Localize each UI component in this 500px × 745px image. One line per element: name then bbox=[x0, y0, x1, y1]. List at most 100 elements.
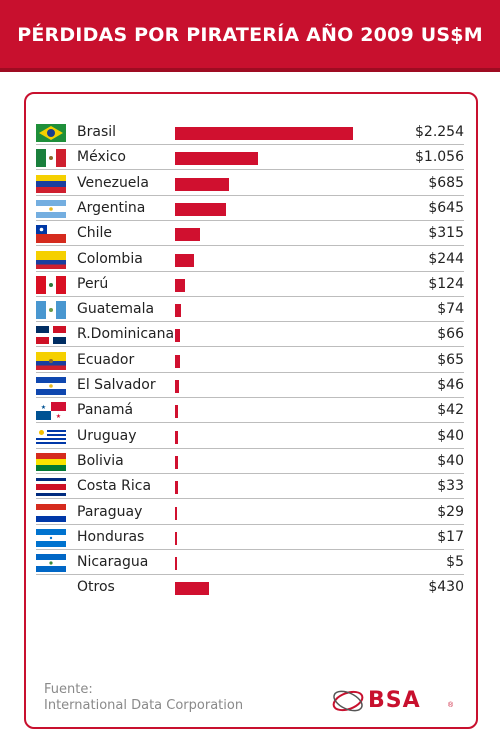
bar bbox=[175, 228, 200, 242]
value-label: $46 bbox=[437, 377, 464, 393]
bar bbox=[175, 253, 195, 267]
row-divider bbox=[36, 371, 464, 373]
bar bbox=[175, 557, 177, 571]
table-row: Paraguay $29 bbox=[36, 500, 464, 525]
value-label: $42 bbox=[437, 402, 464, 419]
country-label: R.Dominicana bbox=[77, 326, 175, 343]
table-row: Argentina $645 bbox=[36, 196, 464, 221]
nicaragua-flag bbox=[36, 554, 66, 573]
bolivia-flag bbox=[36, 452, 66, 471]
bsa-logo-text: BSA bbox=[368, 688, 421, 713]
panama-flag: ★ ★ bbox=[36, 402, 66, 421]
country-label: Costa Rica bbox=[77, 478, 152, 495]
table-row: Uruguay $40 bbox=[36, 424, 464, 449]
guatemala-flag bbox=[36, 301, 66, 320]
costa-rica-flag bbox=[36, 478, 66, 497]
venezuela-flag bbox=[36, 174, 66, 193]
bar bbox=[175, 152, 259, 166]
bar bbox=[175, 304, 181, 318]
bar bbox=[175, 278, 185, 292]
honduras-flag bbox=[36, 528, 66, 547]
value-label: $66 bbox=[437, 326, 464, 343]
row-divider bbox=[36, 523, 464, 525]
uruguay-flag bbox=[36, 427, 66, 446]
row-divider bbox=[36, 194, 464, 196]
value-label: $244 bbox=[428, 250, 464, 267]
table-row: Chile $315 bbox=[36, 221, 464, 247]
country-label: Paraguay bbox=[77, 503, 143, 520]
table-row: Ecuador $65 bbox=[36, 348, 464, 373]
bar bbox=[175, 582, 209, 596]
chart-card bbox=[24, 92, 478, 729]
row-divider bbox=[36, 472, 464, 474]
table-row: ★ ★ Panamá $42 bbox=[36, 398, 464, 424]
table-row: R.Dominicana $66 bbox=[36, 322, 464, 348]
row-divider bbox=[36, 447, 464, 449]
country-label: Brasil bbox=[77, 124, 117, 140]
mexico-flag bbox=[36, 149, 66, 168]
bar bbox=[175, 405, 179, 419]
country-label: México bbox=[77, 149, 126, 166]
bar bbox=[175, 354, 181, 368]
country-label: Colombia bbox=[77, 250, 143, 267]
bsa-logo: BSA ® bbox=[330, 684, 460, 718]
country-label: Nicaragua bbox=[77, 554, 149, 571]
value-label: $315 bbox=[428, 225, 464, 242]
ecuador-flag bbox=[36, 351, 66, 370]
value-label: $685 bbox=[428, 174, 464, 191]
table-row: Nicaragua $5 bbox=[36, 550, 464, 576]
country-label: Perú bbox=[77, 275, 109, 292]
value-label: $430 bbox=[428, 579, 464, 596]
chile-flag bbox=[36, 225, 66, 244]
country-label: Ecuador bbox=[77, 351, 135, 368]
table-row: El Salvador $46 bbox=[36, 373, 464, 398]
table-row: Guatemala $74 bbox=[36, 297, 464, 323]
paraguay-flag bbox=[36, 503, 66, 522]
table-row: Perú $124 bbox=[36, 272, 464, 297]
value-label: $65 bbox=[437, 351, 464, 368]
value-label: $40 bbox=[437, 427, 464, 444]
country-label: Argentina bbox=[77, 199, 146, 216]
row-divider bbox=[36, 498, 464, 500]
row-divider bbox=[36, 169, 464, 171]
brazil-flag bbox=[36, 124, 66, 142]
table-row: Honduras $17 bbox=[36, 525, 464, 550]
source-note: Fuente: International Data Corporation bbox=[44, 682, 243, 714]
peru-flag bbox=[36, 275, 66, 294]
row-divider bbox=[36, 219, 464, 221]
bar bbox=[175, 481, 178, 495]
country-label: Uruguay bbox=[77, 427, 137, 444]
table-row: Brasil $2.254 bbox=[36, 120, 464, 145]
value-label: $40 bbox=[437, 452, 464, 469]
value-label: $1.056 bbox=[415, 149, 464, 166]
header-banner: PÉRDIDAS POR PIRATERÍA AÑO 2009 US$M bbox=[0, 0, 500, 72]
svg-text:★: ★ bbox=[41, 404, 46, 411]
country-label: Panamá bbox=[77, 402, 134, 419]
country-label: Venezuela bbox=[77, 174, 149, 191]
el-salvador-flag bbox=[36, 377, 66, 395]
bar bbox=[175, 202, 226, 216]
bsa-swoosh-icon bbox=[332, 690, 364, 712]
country-label: Bolivia bbox=[77, 452, 124, 469]
bar bbox=[175, 506, 178, 520]
country-label: Chile bbox=[77, 225, 113, 242]
country-label: El Salvador bbox=[77, 377, 156, 393]
value-label: $74 bbox=[437, 301, 464, 318]
table-row: Colombia $244 bbox=[36, 247, 464, 272]
bar bbox=[175, 177, 230, 191]
value-label: $17 bbox=[437, 528, 464, 545]
value-label: $5 bbox=[446, 554, 464, 571]
row-divider bbox=[36, 548, 464, 550]
row-divider bbox=[36, 321, 464, 323]
country-label: Honduras bbox=[77, 528, 145, 545]
row-divider bbox=[36, 574, 464, 576]
bar bbox=[175, 127, 353, 140]
country-label: Otros bbox=[77, 579, 115, 596]
value-label: $124 bbox=[428, 275, 464, 292]
table-row: Otros $430 bbox=[36, 575, 464, 600]
table-row: Venezuela $685 bbox=[36, 171, 464, 196]
dominican-republic-flag bbox=[36, 326, 66, 345]
bar bbox=[175, 455, 179, 469]
row-divider bbox=[36, 346, 464, 348]
value-label: $645 bbox=[428, 199, 464, 216]
